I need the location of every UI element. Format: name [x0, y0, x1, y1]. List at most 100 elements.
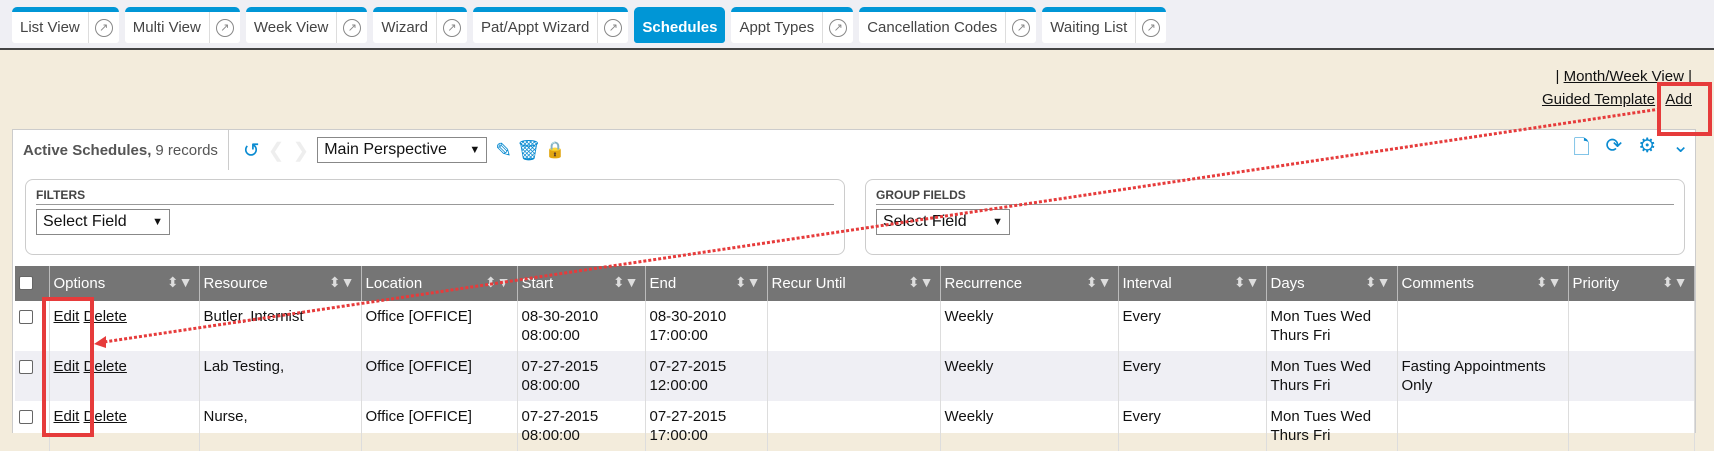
column-header-comments[interactable]: Comments ⬍▼: [1397, 266, 1569, 301]
sort-filter-icon[interactable]: ⬍▼: [612, 274, 639, 290]
tab-week-view[interactable]: Week View ↗: [245, 7, 368, 43]
open-external-icon: ↗: [1012, 18, 1031, 37]
pencil-icon[interactable]: ✎: [495, 139, 512, 162]
column-header-end[interactable]: End ⬍▼: [645, 266, 768, 301]
top-nav: List View ↗ Multi View ↗ Week View ↗ Wizard ↗ Pa…: [0, 0, 1714, 50]
open-external-button[interactable]: ↗: [1005, 12, 1036, 43]
prev-icon[interactable]: ❮: [267, 139, 285, 162]
sort-filter-icon[interactable]: ⬍▼: [734, 274, 761, 290]
open-external-button[interactable]: ↗: [336, 12, 367, 43]
priority-cell: [1568, 301, 1695, 351]
column-label: Interval: [1122, 275, 1172, 292]
arrow-head: [94, 336, 106, 348]
start-cell: 08-30-2010 08:00:00: [517, 301, 646, 351]
delete-link[interactable]: Delete: [83, 358, 127, 375]
tab-label: List View: [20, 19, 80, 36]
open-external-button[interactable]: ↗: [1135, 12, 1166, 43]
open-external-button[interactable]: ↗: [436, 12, 467, 43]
column-header-priority[interactable]: Priority ⬍▼: [1568, 266, 1695, 301]
sort-filter-icon[interactable]: ⬍▼: [1661, 274, 1688, 290]
row-checkbox[interactable]: [19, 410, 33, 424]
days-cell: Mon Tues Wed Thurs Fri: [1266, 351, 1398, 401]
sort-filter-icon[interactable]: ⬍▼: [166, 274, 193, 290]
start-cell: 07-27-2015 08:00:00: [517, 351, 646, 401]
sort-filter-icon[interactable]: ⬍▼: [1233, 274, 1260, 290]
open-external-button[interactable]: ↗: [208, 12, 240, 43]
panel-title: Active Schedules, 9 records: [13, 130, 229, 170]
sort-filter-icon[interactable]: ⬍▼: [1364, 274, 1391, 290]
recur-until-cell: [767, 301, 941, 351]
open-external-button[interactable]: ↗: [822, 12, 853, 43]
tab-list-view[interactable]: List View ↗: [12, 7, 119, 43]
tab-label: Appt Types: [739, 19, 815, 36]
document-icon[interactable]: 🗋: [1573, 137, 1590, 159]
edit-link[interactable]: Edit: [53, 358, 80, 375]
undo-icon[interactable]: ↺: [242, 139, 260, 162]
tab-appt-types[interactable]: Appt Types ↗: [731, 7, 854, 43]
options-cell: Edit Delete: [49, 301, 200, 351]
column-header-recur-until[interactable]: Recur Until ⬍▼: [767, 266, 941, 301]
row-checkbox[interactable]: [19, 310, 33, 324]
end-date: 07-27-2015: [649, 358, 727, 375]
arrow-line: [103, 107, 1661, 344]
schedules-panel: Active Schedules, 9 records ↺ ❮ ❯ Main Pe…: [12, 129, 1696, 451]
tab-waiting-list[interactable]: Waiting List ↗: [1042, 7, 1167, 43]
tab-schedules[interactable]: Schedules: [634, 7, 726, 43]
comments-cell: Fasting Appointments Only: [1397, 351, 1569, 401]
perspective-select[interactable]: Main Perspective ▼: [317, 137, 488, 163]
column-header-interval[interactable]: Interval ⬍▼: [1118, 266, 1267, 301]
column-label: Recurrence: [944, 275, 1023, 292]
edit-link[interactable]: Edit: [53, 308, 80, 325]
edit-link[interactable]: Edit: [53, 408, 80, 425]
tab-pat-appt-wizard[interactable]: Pat/Appt Wizard ↗: [473, 7, 629, 43]
days-cell: Mon Tues Wed Thurs Fri: [1266, 301, 1398, 351]
lock-icon[interactable]: 🔒: [545, 142, 566, 159]
end-cell: 07-27-2015 12:00:00: [645, 351, 768, 401]
sort-filter-icon[interactable]: ⬍▼: [907, 274, 934, 290]
sort-filter-icon[interactable]: ⬍▼: [328, 274, 355, 290]
resource-cell: Lab Testing,: [199, 351, 362, 401]
interval-cell: Every: [1118, 301, 1267, 351]
column-label: Location: [365, 275, 423, 292]
row-checkbox[interactable]: [19, 360, 33, 374]
open-external-button[interactable]: ↗: [87, 12, 119, 43]
column-header-resource[interactable]: Resource ⬍▼: [199, 266, 362, 301]
tab-label: Schedules: [642, 19, 718, 36]
group-fields-heading: GROUP FIELDS: [876, 188, 1674, 205]
select-all-checkbox[interactable]: [19, 276, 33, 290]
perspective-value: Main Perspective: [324, 141, 447, 158]
column-header-days[interactable]: Days ⬍▼: [1266, 266, 1398, 301]
sort-filter-icon[interactable]: ⬍▼: [1085, 274, 1112, 290]
end-cell: 08-30-2010 17:00:00: [645, 301, 768, 351]
tab-multi-view[interactable]: Multi View ↗: [124, 7, 240, 43]
tab-label: Waiting List: [1050, 19, 1128, 36]
chevron-down-icon[interactable]: ⌄: [1672, 135, 1689, 157]
add-link[interactable]: Add: [1665, 91, 1692, 108]
column-label: Recur Until: [771, 275, 846, 292]
delete-link[interactable]: Delete: [83, 408, 127, 425]
sort-filter-icon[interactable]: ⬍▼: [1535, 274, 1562, 290]
open-external-icon: ↗: [94, 18, 113, 37]
column-header-start[interactable]: Start ⬍▼: [517, 266, 646, 301]
delete-link[interactable]: Delete: [83, 308, 127, 325]
location-cell: Office [OFFICE]: [361, 301, 518, 351]
tab-wizard[interactable]: Wizard ↗: [373, 7, 468, 43]
guided-template-link[interactable]: Guided Template: [1541, 91, 1656, 108]
record-count: 9 records: [155, 141, 218, 159]
next-icon[interactable]: ❯: [292, 139, 310, 162]
month-week-view-link[interactable]: Month/Week View: [1563, 68, 1684, 85]
trash-icon[interactable]: 🗑: [515, 139, 542, 162]
start-date: 07-27-2015: [521, 358, 599, 375]
column-header-recurrence[interactable]: Recurrence ⬍▼: [940, 266, 1119, 301]
column-header-options[interactable]: Options ⬍▼: [49, 266, 200, 301]
refresh-icon[interactable]: ⟳: [1605, 135, 1623, 157]
priority-cell: [1568, 351, 1695, 401]
tab-cancellation-codes[interactable]: Cancellation Codes ↗: [859, 7, 1037, 43]
filter-field-select[interactable]: Select Field ▼: [36, 209, 170, 235]
table-row: Edit Delete Lab Testing, Office [OFFICE]…: [15, 351, 1695, 401]
open-external-button[interactable]: ↗: [597, 12, 628, 43]
view-links: | Month/Week View |: [1556, 68, 1693, 85]
open-external-icon: ↗: [215, 18, 234, 37]
gear-icon[interactable]: ⚙: [1638, 135, 1657, 157]
recurrence-cell: Weekly: [940, 351, 1119, 401]
